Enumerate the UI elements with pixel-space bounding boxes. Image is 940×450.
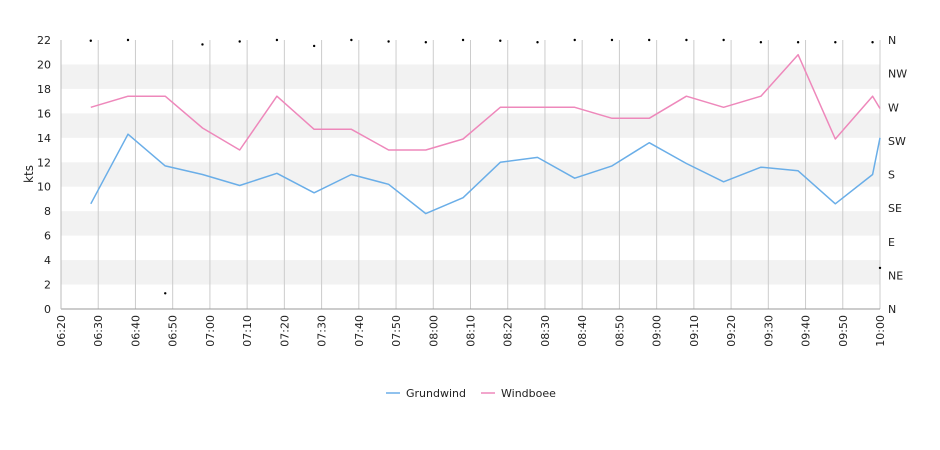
- series-lines: [90, 53, 881, 215]
- y-tick-label: 22: [37, 34, 51, 47]
- direction-dot: [871, 41, 874, 44]
- y-tick-label: 4: [44, 254, 51, 267]
- x-tick-label: 06:50: [167, 315, 180, 347]
- x-tick-label: 06:30: [92, 315, 105, 347]
- x-tick-label: 09:00: [651, 315, 664, 347]
- x-tick-label: 09:40: [800, 315, 813, 347]
- y-tick-label: 6: [44, 230, 51, 243]
- direction-label: SW: [888, 135, 906, 148]
- y-tick-label: 0: [44, 303, 51, 316]
- y-tick-label: 10: [37, 181, 51, 194]
- direction-dot: [89, 39, 92, 42]
- x-tick-label: 08:50: [613, 315, 626, 347]
- direction-dot: [350, 38, 353, 42]
- direction-dot: [387, 40, 390, 43]
- direction-dot: [164, 292, 167, 295]
- x-tick-label: 07:30: [316, 315, 329, 347]
- direction-dot: [834, 41, 837, 44]
- legend: Grundwind Windboee: [386, 387, 556, 400]
- y-tick-label: 14: [37, 132, 51, 145]
- x-tick-label: 07:20: [278, 315, 291, 347]
- direction-label: S: [888, 169, 895, 182]
- legend-label: Windboee: [501, 387, 556, 400]
- x-tick-label: 07:10: [241, 315, 254, 347]
- direction-axis-labels: N NE E SE S SW W NW N: [888, 34, 907, 316]
- direction-dot: [201, 43, 204, 46]
- x-tick-label: 07:00: [204, 315, 217, 347]
- series-line-grundwind: [90, 133, 881, 215]
- x-tick-label: 09:10: [688, 315, 701, 347]
- direction-dot: [275, 38, 279, 42]
- x-tick-label: 06:40: [129, 315, 142, 347]
- y-tick-label: 18: [37, 83, 51, 96]
- direction-dot: [878, 266, 882, 270]
- direction-label: SE: [888, 202, 902, 215]
- y-tick-label: 8: [44, 205, 51, 218]
- axes: [60, 40, 880, 310]
- x-tick-label: 07:50: [390, 315, 403, 347]
- y-tick-label: 20: [37, 58, 51, 71]
- direction-label: E: [888, 236, 895, 249]
- x-tick-label: 07:40: [353, 315, 366, 347]
- direction-dot: [759, 41, 763, 44]
- direction-label: N: [888, 34, 896, 47]
- x-tick-label: 08:10: [465, 315, 478, 347]
- y-axis-label: kts: [22, 165, 36, 183]
- y-tick-label: 2: [44, 279, 51, 292]
- direction-dot: [573, 38, 576, 42]
- direction-dot: [536, 41, 539, 44]
- direction-label: N: [888, 303, 896, 316]
- x-tick-label: 08:30: [539, 315, 552, 347]
- x-tick-label: 09:20: [725, 315, 738, 347]
- direction-dot: [238, 40, 241, 43]
- y-tick-label: 16: [37, 107, 51, 120]
- direction-dot: [647, 38, 651, 42]
- direction-dot: [610, 38, 614, 42]
- direction-dots: [89, 38, 882, 295]
- direction-label: NE: [888, 269, 903, 282]
- vertical-gridlines: [60, 40, 881, 309]
- direction-dot: [685, 38, 688, 42]
- direction-label: NW: [888, 68, 907, 81]
- x-tick-labels: 06:20 06:30 06:40 06:50 07:00 07:10 07:20 07:30…: [55, 315, 887, 347]
- direction-label: W: [888, 101, 899, 114]
- x-tick-label: 10:00: [874, 315, 887, 347]
- direction-dot: [312, 44, 316, 48]
- direction-dot: [499, 39, 502, 42]
- x-tick-label: 06:20: [55, 315, 68, 347]
- y-tick-label: 12: [37, 156, 51, 169]
- direction-dot: [722, 38, 725, 42]
- direction-dot: [461, 38, 465, 42]
- x-tick-label: 09:50: [837, 315, 850, 347]
- direction-dot: [126, 38, 130, 42]
- direction-dot: [796, 41, 800, 44]
- y-tick-labels: 0 2 4 6 8 10 12 14 16 18 20 22: [37, 34, 51, 316]
- x-tick-label: 09:30: [762, 315, 775, 347]
- x-tick-label: 08:20: [502, 315, 515, 347]
- series-line-windboee: [90, 53, 881, 151]
- x-tick-label: 08:00: [427, 315, 440, 347]
- legend-label: Grundwind: [406, 387, 466, 400]
- direction-dot: [424, 41, 428, 44]
- x-tick-label: 08:40: [576, 315, 589, 347]
